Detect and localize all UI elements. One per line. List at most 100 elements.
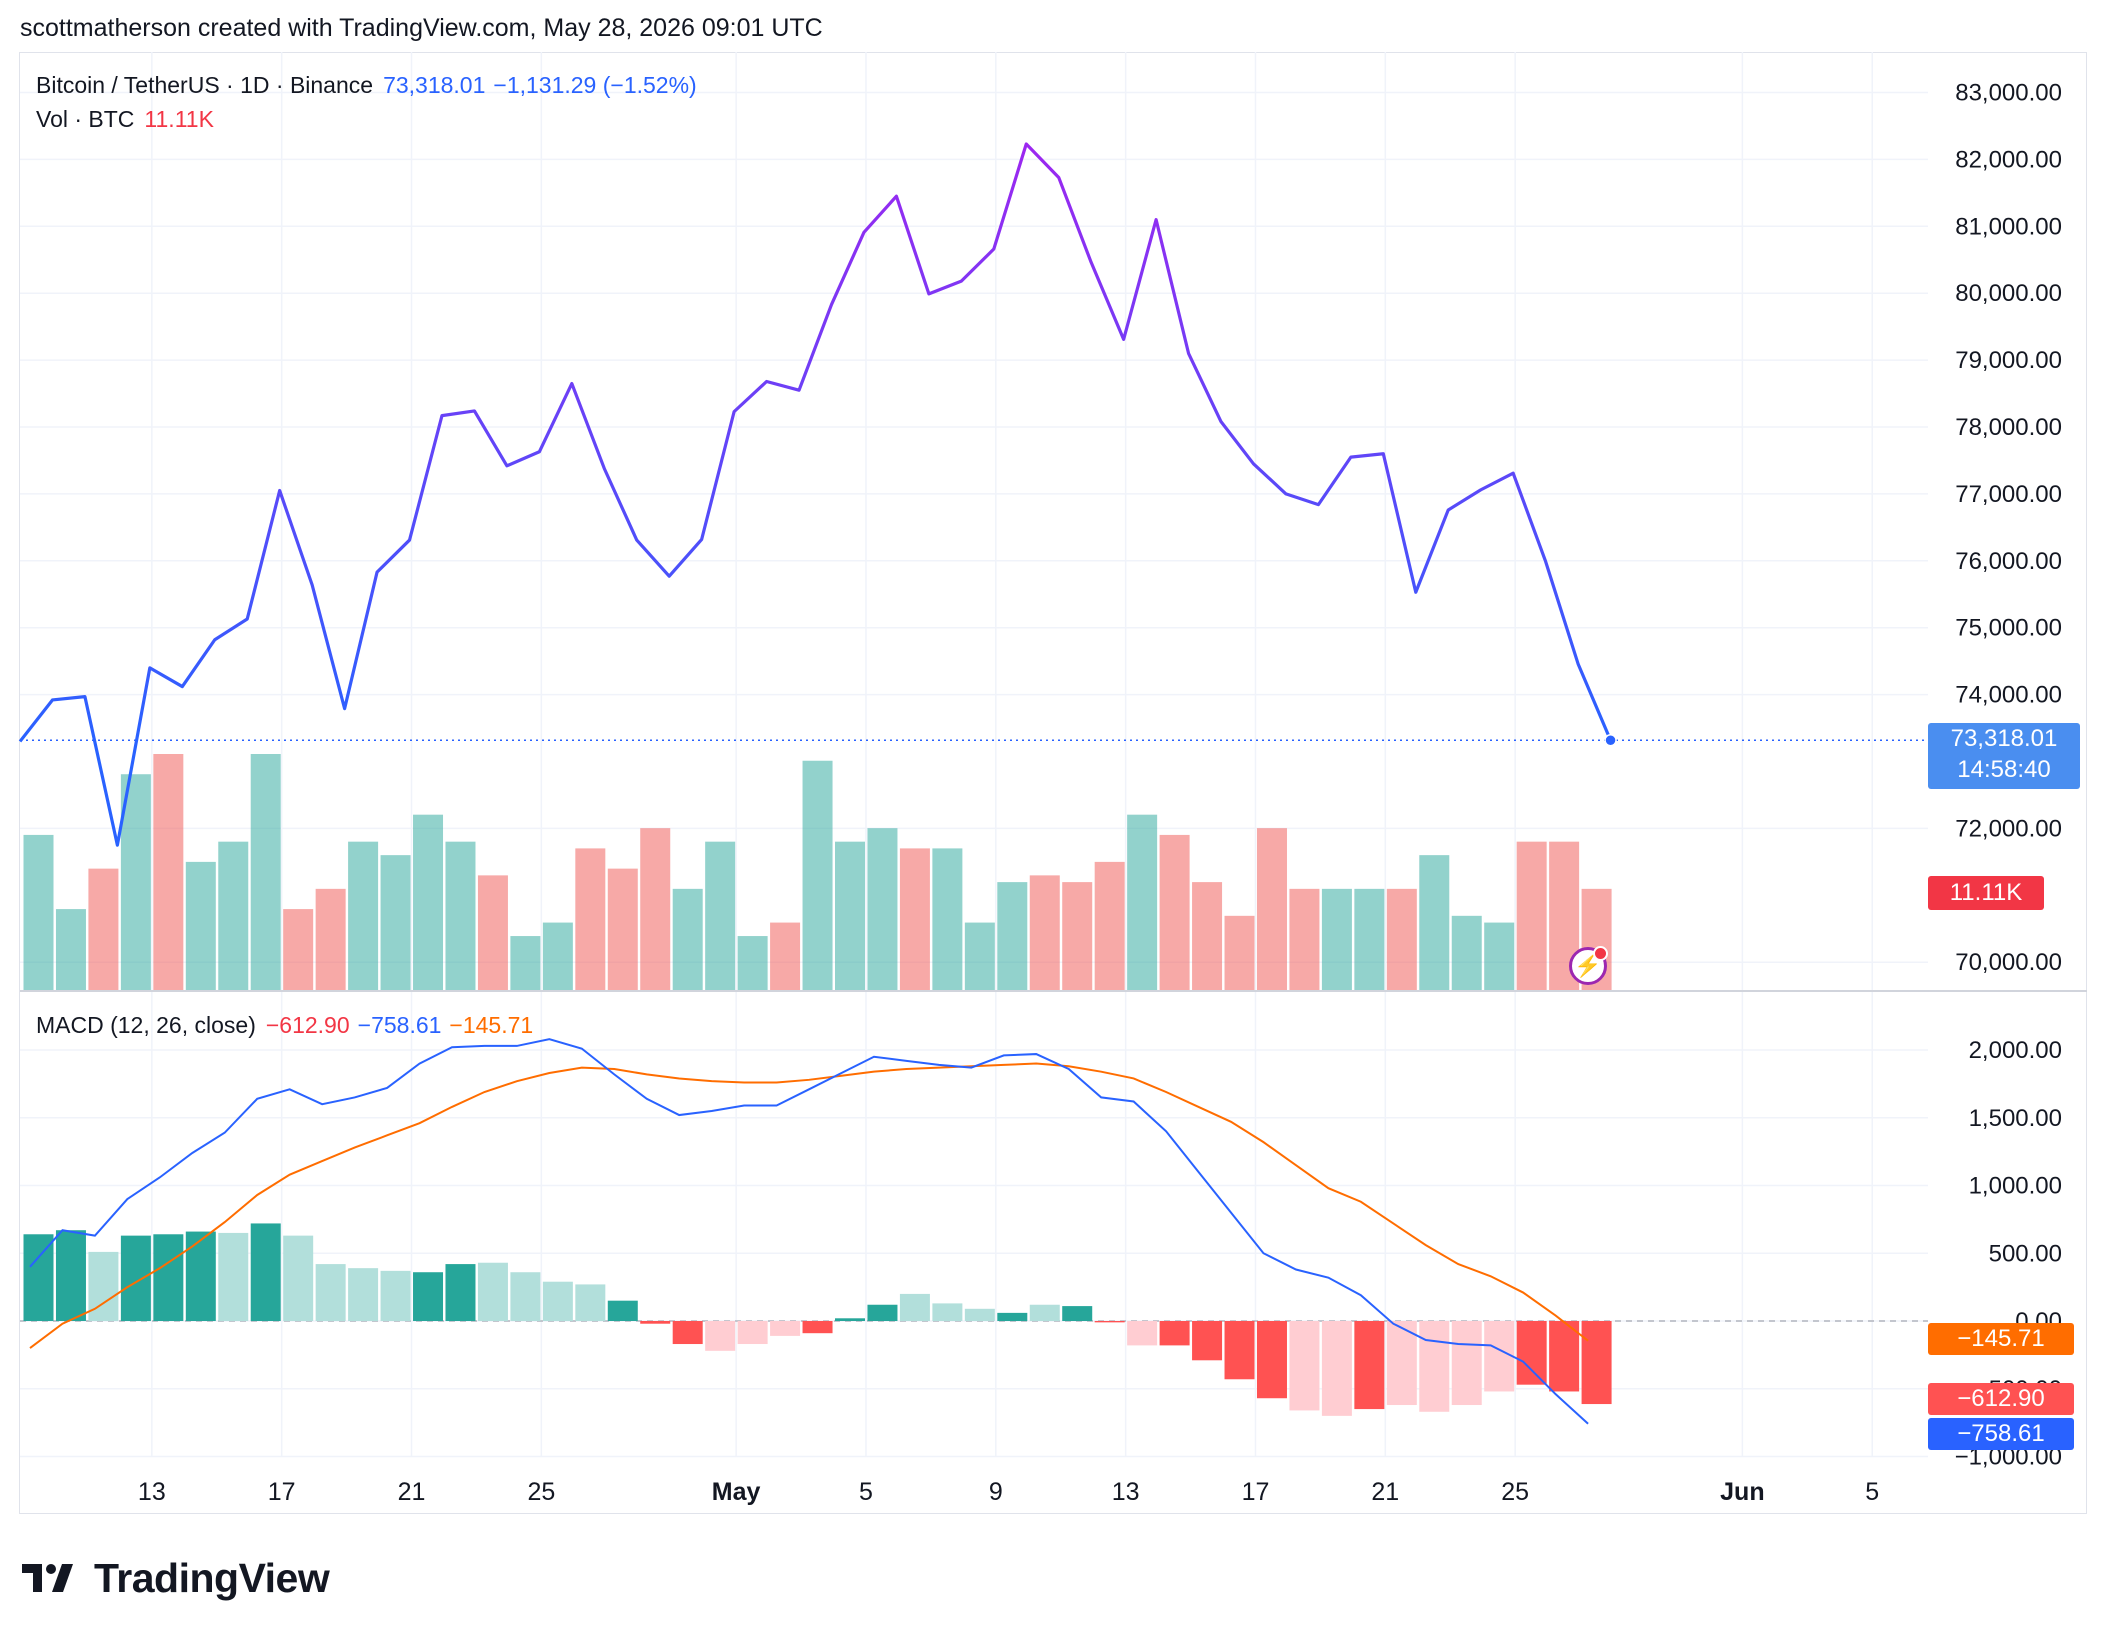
histogram-bar	[218, 1232, 249, 1321]
histogram-bar	[705, 1321, 736, 1351]
histogram-bar	[380, 1270, 411, 1321]
macd-tick-label: 500.00	[1989, 1240, 2062, 1267]
histogram-bar	[1549, 1321, 1580, 1392]
volume-bar	[55, 909, 86, 990]
histogram-bar	[607, 1300, 638, 1321]
histogram-bar	[23, 1234, 54, 1321]
macd-histogram	[23, 1223, 1612, 1416]
histogram-bar	[153, 1234, 184, 1321]
histogram-bar	[348, 1268, 379, 1321]
volume-bar	[88, 868, 119, 990]
histogram-bar	[542, 1281, 573, 1321]
price-tick-label: 78,000.00	[1955, 414, 2062, 441]
histogram-bar	[250, 1223, 281, 1321]
volume-bar	[1484, 922, 1515, 990]
x-tick-label: Jun	[1720, 1478, 1764, 1506]
macd-tick-label: 1,000.00	[1969, 1173, 2062, 1200]
signal-scale-label: −145.71	[1928, 1323, 2074, 1355]
volume-bar	[250, 754, 281, 990]
volume-bar	[640, 828, 671, 990]
volume-scale-label: 11.11K	[1928, 876, 2044, 910]
x-tick-label: 9	[989, 1478, 1003, 1506]
histogram-bar	[1094, 1321, 1125, 1323]
histogram-bar	[1256, 1321, 1287, 1399]
volume-bar	[1094, 861, 1125, 990]
macd-signal-value: −145.71	[449, 1012, 534, 1038]
volume-legend: Vol · BTC 11.11K	[36, 106, 224, 133]
volume-bar	[867, 828, 898, 990]
histogram-bar	[1192, 1321, 1223, 1361]
volume-bar	[542, 922, 573, 990]
price-tick-label: 70,000.00	[1955, 949, 2062, 976]
histogram-bar	[510, 1272, 541, 1321]
histogram-bar	[672, 1321, 703, 1345]
volume-bar	[672, 888, 703, 990]
volume-bar	[185, 861, 216, 990]
histogram-bar	[899, 1293, 930, 1321]
histogram-bar	[1354, 1321, 1385, 1410]
x-tick-label: 13	[138, 1478, 166, 1506]
histogram-bar	[1289, 1321, 1320, 1411]
symbol-title[interactable]: Bitcoin / TetherUS · 1D · Binance	[36, 72, 374, 98]
histogram-bar	[1062, 1306, 1093, 1321]
volume-bar	[575, 848, 606, 990]
volume-title[interactable]: Vol · BTC	[36, 106, 135, 132]
volume-bar	[218, 841, 249, 990]
volume-bar	[1354, 888, 1385, 990]
volume-bar	[23, 834, 54, 990]
volume-bar	[510, 936, 541, 990]
histogram-bar	[997, 1312, 1028, 1321]
volume-bar	[445, 841, 476, 990]
volume-bar	[770, 922, 801, 990]
price-line	[18, 142, 1613, 847]
volume-bar	[964, 922, 995, 990]
histogram-bar	[964, 1308, 995, 1321]
x-tick-label: 17	[268, 1478, 296, 1506]
last-price: 73,318.01	[383, 72, 486, 98]
tradingview-logo-icon	[22, 1564, 73, 1592]
volume-bar	[380, 855, 411, 990]
volume-bar	[348, 841, 379, 990]
price-tick-label: 72,000.00	[1955, 815, 2062, 842]
volume-bar	[1256, 828, 1287, 990]
volume-bar	[932, 848, 963, 990]
histogram-bar	[1484, 1321, 1515, 1392]
histogram-bar	[770, 1321, 801, 1336]
histogram-bar	[1516, 1321, 1547, 1385]
brand-logo[interactable]: TradingView	[22, 1555, 330, 1601]
volume-bar	[835, 841, 865, 990]
price-tick-label: 75,000.00	[1955, 615, 2062, 642]
volume-bar	[997, 882, 1028, 990]
macd-tick-label: 1,500.00	[1969, 1105, 2062, 1132]
histogram-bar	[1451, 1321, 1482, 1406]
volume-bar	[1224, 915, 1255, 990]
lightning-icon[interactable]: ⚡	[1569, 946, 1608, 985]
histogram-bar	[1581, 1321, 1612, 1405]
histogram-bar	[283, 1235, 314, 1321]
volume-bar	[1516, 841, 1547, 990]
macd-line-value: −758.61	[357, 1012, 442, 1038]
macd-title[interactable]: MACD (12, 26, close)	[36, 1012, 256, 1038]
price-tick-label: 76,000.00	[1955, 548, 2062, 575]
histogram-bar	[835, 1318, 865, 1321]
volume-bar	[120, 774, 151, 990]
volume-bar	[1159, 834, 1190, 990]
current-price: 73,318.01	[1950, 725, 2058, 752]
volume-bar	[1127, 814, 1158, 990]
histogram-bar	[120, 1235, 151, 1321]
volume-bar	[1062, 882, 1093, 990]
volume-bar	[1321, 888, 1352, 990]
volume-bar	[1029, 875, 1060, 990]
macd-tick-label: 2,000.00	[1969, 1037, 2062, 1064]
price-tick-label: 77,000.00	[1955, 481, 2062, 508]
signal-line	[29, 1062, 1589, 1349]
histogram-bar	[1224, 1321, 1255, 1380]
chart-frame	[19, 52, 2087, 1514]
histogram-bar	[55, 1230, 86, 1321]
histogram-bar	[575, 1284, 606, 1321]
price-tick-label: 82,000.00	[1955, 146, 2062, 173]
x-tick-label: 25	[527, 1478, 555, 1506]
volume-bar	[1289, 888, 1320, 990]
hist-scale-label: −612.90	[1928, 1383, 2074, 1415]
